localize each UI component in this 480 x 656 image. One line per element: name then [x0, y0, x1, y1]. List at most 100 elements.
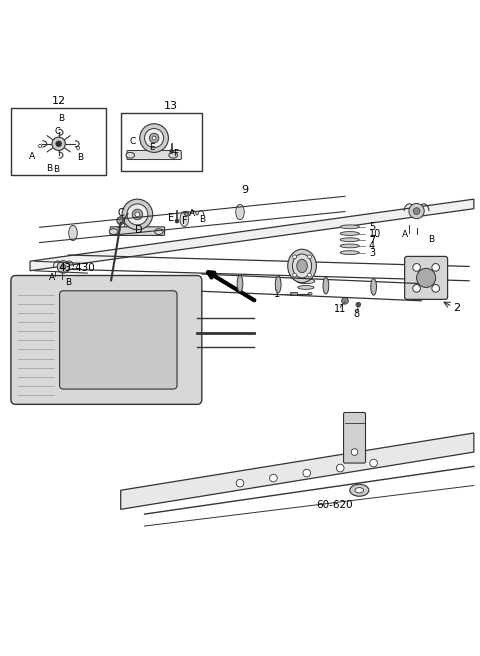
FancyBboxPatch shape [60, 291, 177, 389]
Text: A: A [29, 152, 36, 161]
Text: 3: 3 [369, 247, 375, 258]
Text: 4: 4 [369, 241, 375, 251]
Circle shape [417, 268, 436, 287]
Circle shape [170, 150, 174, 154]
Text: E: E [168, 213, 174, 223]
Ellipse shape [308, 293, 312, 295]
Ellipse shape [340, 251, 360, 255]
Circle shape [56, 141, 61, 147]
Circle shape [236, 480, 244, 487]
Text: 8: 8 [354, 309, 360, 319]
Ellipse shape [340, 232, 360, 236]
Circle shape [413, 208, 420, 215]
Circle shape [308, 255, 312, 258]
Circle shape [132, 209, 143, 220]
Ellipse shape [340, 238, 360, 241]
Text: o: o [76, 144, 80, 151]
Text: B: B [428, 236, 434, 244]
Text: B: B [46, 163, 52, 173]
Circle shape [152, 136, 156, 140]
Ellipse shape [297, 259, 307, 273]
Text: 12: 12 [51, 96, 66, 106]
FancyBboxPatch shape [344, 413, 365, 463]
Circle shape [57, 260, 70, 273]
Circle shape [432, 264, 440, 271]
Circle shape [413, 285, 420, 292]
Text: 9: 9 [241, 184, 248, 195]
Ellipse shape [340, 225, 360, 229]
Circle shape [303, 469, 311, 477]
Text: 6: 6 [275, 276, 281, 286]
Circle shape [117, 216, 124, 224]
Text: o: o [37, 143, 42, 149]
Ellipse shape [236, 205, 244, 220]
Text: 7: 7 [274, 283, 281, 293]
Circle shape [175, 219, 179, 223]
Text: 2: 2 [454, 303, 461, 313]
Ellipse shape [69, 226, 77, 241]
Ellipse shape [155, 229, 163, 234]
Ellipse shape [288, 249, 316, 283]
Circle shape [122, 199, 153, 230]
Ellipse shape [180, 211, 189, 227]
Text: F: F [182, 216, 188, 226]
Circle shape [270, 474, 277, 482]
Bar [11, 108, 107, 175]
Circle shape [351, 449, 358, 455]
Circle shape [184, 211, 189, 216]
Ellipse shape [237, 276, 243, 292]
Ellipse shape [340, 244, 360, 248]
Text: C: C [55, 127, 60, 136]
Circle shape [409, 203, 424, 218]
Circle shape [308, 273, 312, 277]
FancyBboxPatch shape [11, 276, 202, 404]
Ellipse shape [371, 278, 376, 295]
FancyBboxPatch shape [110, 227, 165, 236]
Ellipse shape [276, 276, 281, 293]
FancyBboxPatch shape [405, 256, 447, 299]
Text: A: A [402, 230, 408, 239]
Text: B: B [65, 277, 71, 287]
Ellipse shape [126, 152, 134, 158]
Text: B: B [77, 153, 83, 161]
Text: 43-430: 43-430 [59, 263, 96, 274]
Text: A: A [189, 209, 195, 218]
Text: F: F [173, 150, 178, 158]
Text: 11: 11 [334, 304, 347, 314]
Text: C: C [117, 207, 124, 218]
Text: A: A [48, 274, 55, 282]
Ellipse shape [323, 277, 329, 294]
FancyBboxPatch shape [127, 150, 181, 159]
Text: 13: 13 [164, 101, 178, 111]
Ellipse shape [292, 254, 312, 278]
Text: 5: 5 [369, 222, 375, 232]
Text: 10: 10 [369, 228, 381, 239]
Circle shape [413, 264, 420, 271]
Circle shape [356, 302, 361, 307]
Circle shape [293, 255, 297, 258]
Text: D: D [134, 225, 142, 235]
Text: B: B [53, 165, 60, 174]
Ellipse shape [109, 229, 118, 234]
Text: E: E [149, 143, 155, 152]
Circle shape [370, 459, 377, 467]
Circle shape [293, 273, 297, 277]
Text: B: B [199, 215, 205, 224]
Circle shape [432, 285, 440, 292]
Text: 7: 7 [369, 235, 375, 245]
Circle shape [61, 264, 66, 270]
Ellipse shape [355, 487, 364, 493]
Bar [290, 292, 297, 295]
Ellipse shape [298, 285, 314, 289]
Polygon shape [30, 199, 474, 271]
Circle shape [149, 133, 159, 143]
Circle shape [342, 297, 348, 304]
Text: C: C [130, 137, 136, 146]
Circle shape [336, 464, 344, 472]
Ellipse shape [124, 218, 133, 234]
Ellipse shape [350, 484, 369, 496]
Bar [120, 113, 202, 171]
Text: B: B [58, 115, 64, 123]
Ellipse shape [169, 152, 178, 158]
Text: 1: 1 [275, 289, 281, 299]
